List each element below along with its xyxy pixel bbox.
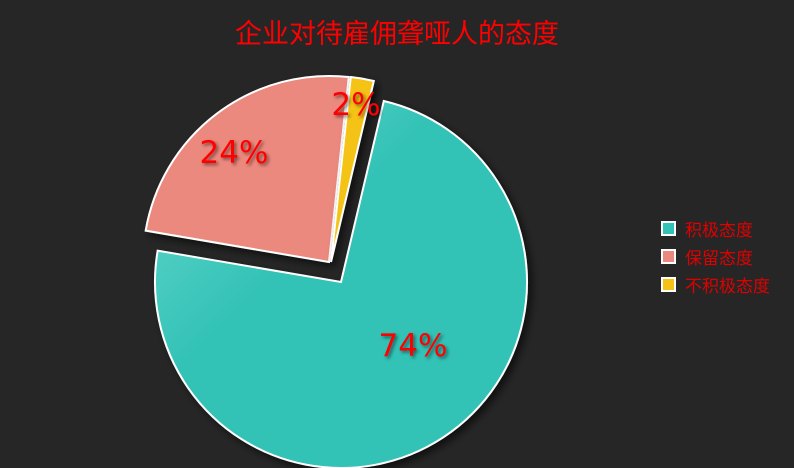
legend-swatch xyxy=(661,220,676,236)
legend: 积极态度 保留态度 不积极态度 xyxy=(661,214,770,298)
chart-title: 企业对待雇佣聋哑人的态度 xyxy=(235,19,559,50)
data-label: 2% xyxy=(331,87,380,123)
legend-item: 保留态度 xyxy=(661,242,770,270)
data-label: 24% xyxy=(200,135,269,171)
pie-slice xyxy=(144,75,350,264)
legend-swatch xyxy=(661,248,676,264)
legend-item: 积极态度 xyxy=(661,214,770,242)
legend-label: 积极态度 xyxy=(685,220,753,241)
legend-swatch xyxy=(661,276,676,292)
data-label: 74% xyxy=(379,328,448,364)
legend-label: 不积极态度 xyxy=(685,276,770,297)
legend-item: 不积极态度 xyxy=(661,270,770,298)
legend-label: 保留态度 xyxy=(685,248,753,269)
pie-slice xyxy=(154,99,528,468)
pie-slice xyxy=(330,75,375,263)
